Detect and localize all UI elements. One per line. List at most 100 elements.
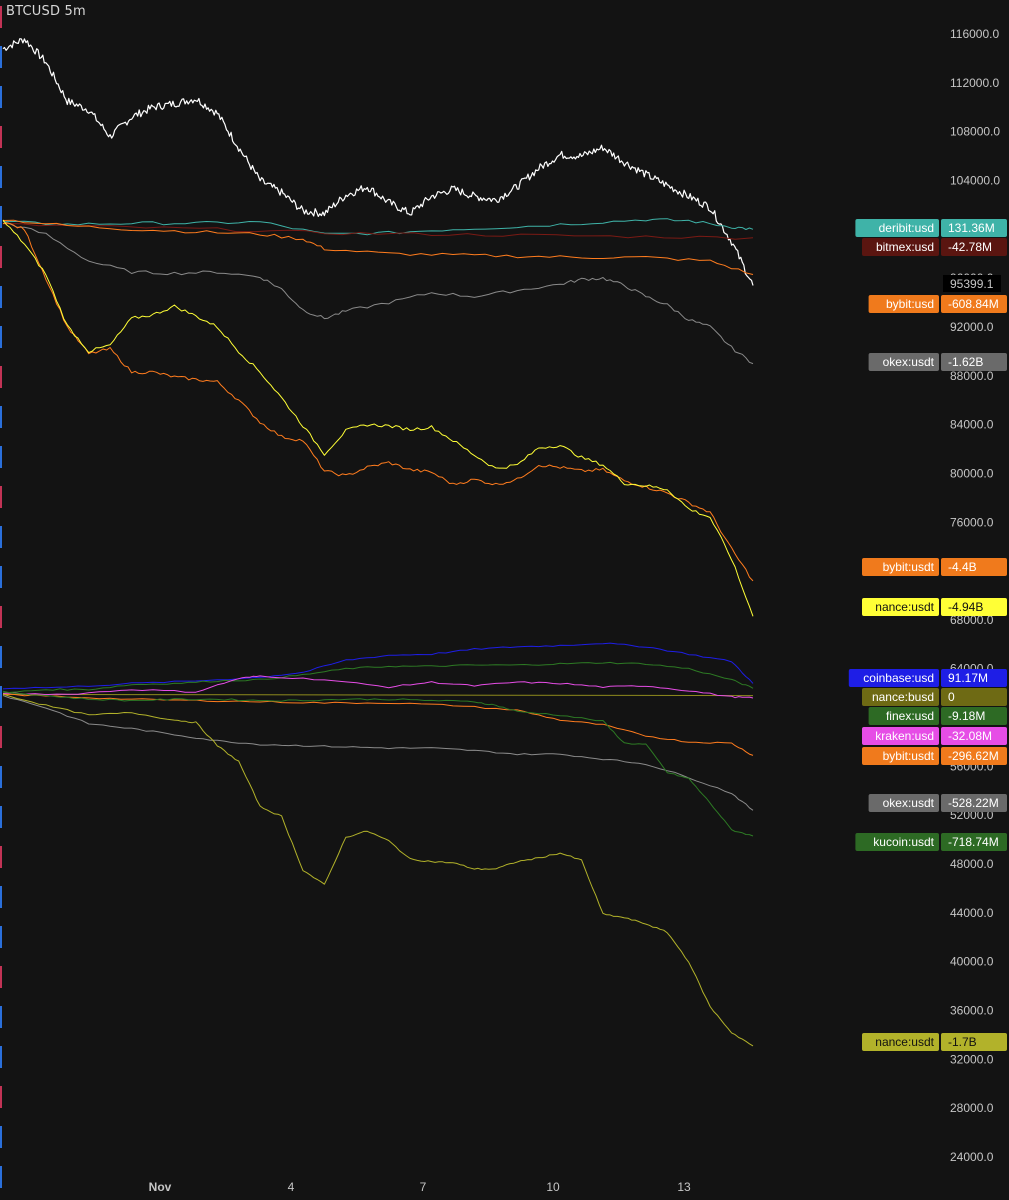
series-label-name-bg [862,727,939,745]
edge-marker [0,846,2,868]
left-edge-strip [0,6,2,1188]
series-label-name: kucoin:usdt [873,835,934,849]
series-line-BTCUSD [2,38,754,286]
edge-marker [0,446,2,468]
y-tick-label: 88000.0 [950,369,994,383]
series-label-value-bg [941,295,1007,313]
series-label-name: kraken:usd [875,729,934,743]
series-label: bitmex:usd -42.78M [862,238,1007,256]
y-tick-label: 108000.0 [950,125,1000,139]
series-label: nance:busd 0 [862,688,1007,706]
y-tick-label: 80000.0 [950,466,994,480]
series-label-name: bybit:usdt [883,560,935,574]
series-label: deribit:usd 131.36M [855,219,1007,237]
x-tick-label: 7 [420,1180,427,1194]
edge-marker [0,686,2,708]
series-label-name: bybit:usd [886,297,934,311]
series-label: nance:usdt -1.7B [862,1033,1007,1051]
series-label: bybit:usd -608.84M [868,295,1007,313]
edge-marker [0,486,2,508]
x-tick-label: 4 [288,1180,295,1194]
edge-marker [0,1086,2,1108]
edge-marker [0,606,2,628]
series-label: coinbase:usd 91.17M [848,669,1007,687]
series-label-value: -4.94B [948,600,983,614]
series-label-name: bitmex:usd [876,240,934,254]
last-price-marker: 95399.1 [943,275,1001,292]
y-tick-label: 32000.0 [950,1052,994,1066]
series-label-value: 0 [948,690,955,704]
edge-marker [0,886,2,908]
series-line-nance-usdt [2,219,754,617]
series-label-value: -42.78M [948,240,992,254]
series-label-name: coinbase:usd [863,671,934,685]
series-label-value: 91.17M [948,671,988,685]
x-tick-label: 13 [677,1180,691,1194]
x-axis[interactable]: Nov 4 7 10 13 [149,1180,691,1194]
series-line-bybit-usdt [3,693,754,756]
series-label-value: -9.18M [948,709,985,723]
series-label-value: -528.22M [948,796,999,810]
series-label-value: -718.74M [948,835,999,849]
y-axis[interactable]: 116000.0112000.0108000.0104000.0100000.0… [950,27,1000,1164]
series-label-name-bg [862,747,939,765]
series-label: nance:usdt -4.94B [862,598,1007,616]
series-label-value-bg [941,353,1007,371]
series-label-value-bg [941,238,1007,256]
series-line-nance-busd [2,693,754,697]
series-label-name: nance:busd [872,690,934,704]
y-tick-label: 112000.0 [950,76,999,90]
edge-marker [0,406,2,428]
edge-marker [0,526,2,548]
series-label-value: -1.7B [948,1035,977,1049]
series-label-name-bg [868,295,939,313]
y-tick-label: 84000.0 [950,418,994,432]
edge-marker [0,926,2,948]
series-label-value: -608.84M [948,297,999,311]
series-label-value: -296.62M [948,749,999,763]
series-label-name-bg [848,669,939,687]
series-label-value: -32.08M [948,729,992,743]
y-tick-label: 116000.0 [950,27,999,41]
series-label-value: -1.62B [948,355,983,369]
series-line-bybit-usdt [2,222,754,582]
series-label-value-bg [941,219,1007,237]
y-tick-label: 48000.0 [950,857,994,871]
series-label-name-bg [855,219,939,237]
edge-marker [0,286,2,308]
edge-marker [0,1006,2,1028]
edge-marker [0,246,2,268]
series-label-value-bg [941,688,1007,706]
series-line-bybit-usd [2,219,754,275]
edge-marker [0,166,2,188]
series-label-value-bg [941,598,1007,616]
edge-marker [0,206,2,228]
series-label-name: okex:usdt [883,355,935,369]
x-tick-label: 10 [546,1180,560,1194]
y-tick-label: 36000.0 [950,1004,994,1018]
series-label-name: finex:usd [886,709,934,723]
series-label: kucoin:usdt -718.74M [855,833,1007,851]
series-label-value-bg [941,833,1007,851]
series-label-name-bg [862,238,939,256]
series-label-value: -4.4B [948,560,977,574]
series-label-value-bg [941,1033,1007,1051]
series-label: kraken:usd -32.08M [862,727,1007,745]
series-label-value-bg [941,794,1007,812]
series-label-name: nance:usdt [875,1035,934,1049]
series-label-name: okex:usdt [883,796,935,810]
y-tick-label: 104000.0 [950,173,1000,187]
edge-marker [0,1166,2,1188]
y-tick-label: 92000.0 [950,320,994,334]
series-label-name-bg [862,1033,939,1051]
series-label-value-bg [941,669,1007,687]
series-label-name-bg [868,707,939,725]
series-line-bitmex-usd [2,223,754,240]
y-tick-label: 24000.0 [950,1150,994,1164]
edge-marker [0,966,2,988]
series-label-name: bybit:usdt [883,749,935,763]
series-label-name-bg [862,598,939,616]
series-label: okex:usdt -1.62B [868,353,1007,371]
series-label: bybit:usdt -4.4B [862,558,1007,576]
